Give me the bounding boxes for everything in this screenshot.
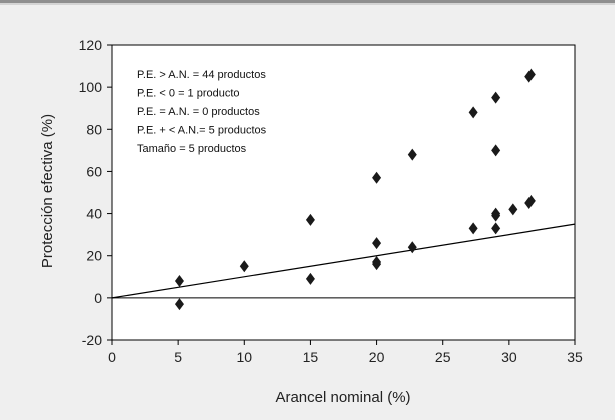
top-rule-shadow: [0, 3, 615, 5]
y-tick-label: 80: [86, 121, 102, 137]
x-tick-label: 0: [108, 349, 116, 365]
reference-line: [111, 223, 576, 299]
x-tick-label: 30: [501, 349, 517, 365]
data-point: [372, 258, 382, 271]
annotation-line: Tamaño = 5 productos: [137, 143, 247, 155]
data-points: [174, 68, 536, 311]
x-tick-label: 5: [174, 349, 182, 365]
data-point: [491, 144, 501, 157]
y-tick-label: 100: [79, 79, 103, 95]
y-tick-label: -20: [82, 332, 102, 348]
x-tick-label: 25: [435, 349, 451, 365]
annotation-line: P.E. > A.N. = 44 productos: [137, 69, 266, 81]
data-point: [526, 68, 536, 81]
data-point: [305, 213, 315, 226]
annotation-block: P.E. > A.N. = 44 productos P.E. < 0 = 1 p…: [137, 69, 267, 155]
y-tick-label: 0: [94, 290, 102, 306]
data-point: [174, 298, 184, 311]
data-point: [508, 203, 518, 216]
x-tick-label: 20: [369, 349, 385, 365]
annotation-line: P.E. + < A.N.= 5 productos: [137, 125, 267, 137]
top-rule: [0, 0, 615, 3]
y-tick-label: 40: [86, 206, 102, 222]
data-point: [491, 91, 501, 104]
x-axis-title: Arancel nominal (%): [275, 389, 410, 406]
x-tick-label: 35: [567, 349, 583, 365]
data-point: [468, 106, 478, 119]
plot-area: [111, 44, 576, 341]
data-point: [407, 148, 417, 161]
data-point: [372, 237, 382, 250]
data-point: [491, 222, 501, 235]
data-point: [305, 272, 315, 285]
data-point: [407, 241, 417, 254]
annotation-line: P.E. < 0 = 1 producto: [137, 88, 240, 100]
x-axis: 0 5 10 15 20 25 30 35: [108, 340, 583, 365]
y-tick-label: 60: [86, 163, 102, 179]
data-point: [174, 275, 184, 287]
x-tick-label: 10: [236, 349, 252, 365]
data-point: [526, 194, 536, 207]
y-axis-title: Protección efectiva (%): [39, 114, 56, 268]
y-tick-label: 20: [86, 248, 102, 264]
data-point: [372, 171, 382, 184]
y-tick-label: 120: [79, 37, 103, 53]
data-point: [468, 222, 478, 235]
y-axis: -20 0 20 40 60 80 100 120: [79, 37, 112, 348]
data-point: [491, 209, 501, 222]
x-tick-label: 15: [303, 349, 319, 365]
annotation-line: P.E. = A.N. = 0 productos: [137, 106, 260, 118]
data-point: [239, 260, 249, 273]
